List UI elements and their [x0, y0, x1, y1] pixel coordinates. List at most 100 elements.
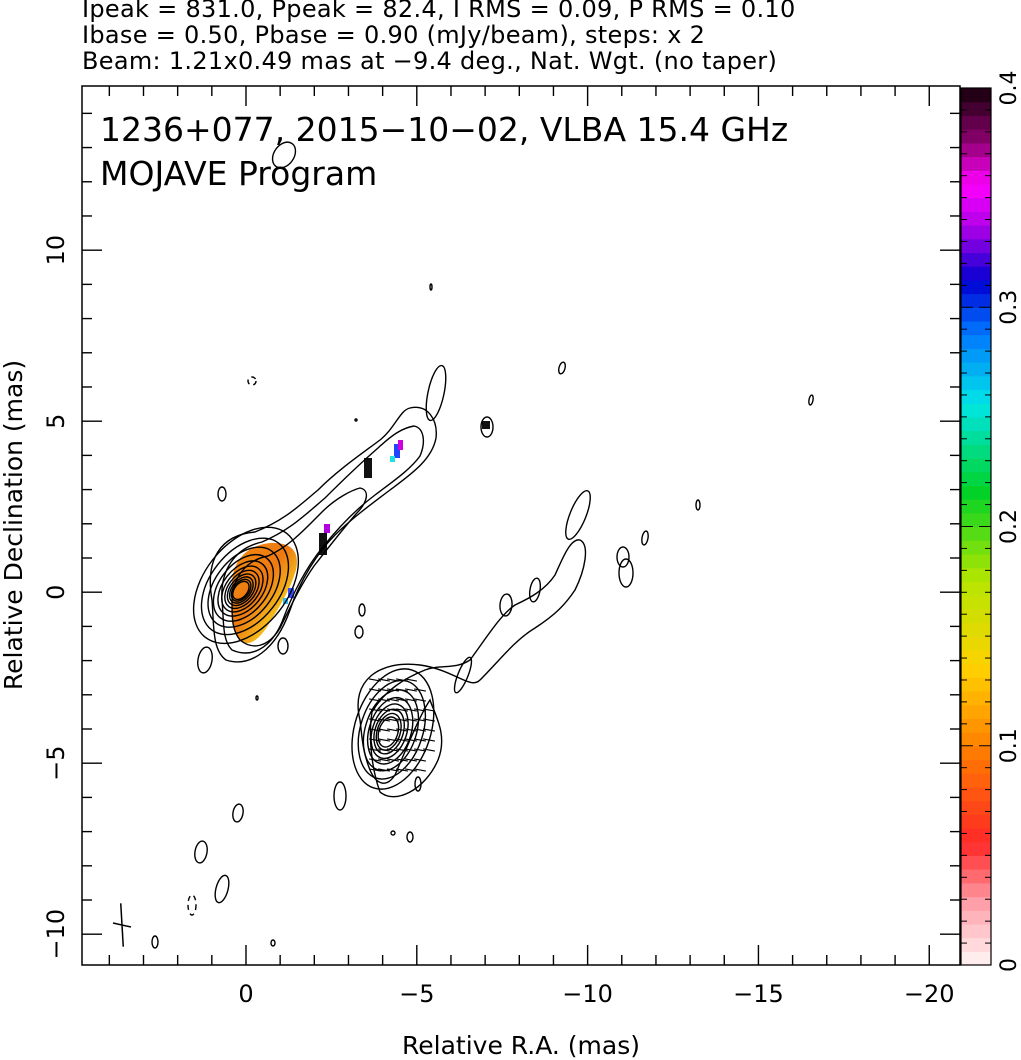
polarization-vector: [386, 758, 400, 762]
chart-title: 1236+077, 2015−10−02, VLBA 15.4 GHz: [100, 110, 788, 149]
colorbar-segment: [961, 129, 991, 144]
x-axis-label: Relative R.A. (mas): [402, 1031, 640, 1060]
polarization-vector: [395, 688, 409, 692]
colorbar-segment: [961, 814, 991, 829]
colorbar-frame: [960, 87, 992, 966]
colorbar-segment: [961, 375, 991, 391]
polarization-vector: [368, 768, 382, 772]
contour-line: [480, 416, 494, 438]
colorbar-segment: [961, 225, 991, 240]
polarization-vector: [368, 688, 382, 692]
polarization-vector: [368, 758, 382, 762]
colorbar-segment: [961, 197, 991, 212]
contour-line: [221, 565, 264, 613]
polarization-vector: [368, 738, 382, 742]
contour-line: [358, 603, 366, 617]
colorbar-segment: [961, 827, 991, 843]
contour-line: [247, 376, 257, 386]
polarization-vector: [404, 708, 418, 712]
polarization-vector: [404, 678, 418, 682]
colorbar-segment: [961, 444, 991, 459]
polarization-vector: [377, 738, 391, 742]
polarization-vector: [377, 718, 391, 722]
polarization-vector: [413, 768, 427, 772]
contour-line: [212, 554, 275, 622]
header-line-1: Ipeak = 831.0, Ppeak = 82.4, I RMS = 0.0…: [82, 0, 796, 23]
colorbar-segment: [961, 841, 991, 856]
colorbar-segment: [961, 416, 991, 432]
colorbar-segment: [961, 266, 991, 281]
contour-line: [357, 539, 587, 798]
contour-line: [808, 394, 814, 406]
contour-line: [151, 935, 159, 949]
polarization-vector: [386, 718, 400, 722]
contour-line: [641, 530, 649, 546]
polarization-pixel: [398, 440, 403, 450]
polarization-vector: [404, 688, 418, 692]
polarization-vector: [386, 748, 400, 752]
colorbar-segment: [961, 745, 991, 761]
colorbar-segment: [961, 88, 991, 103]
polarization-vector: [377, 728, 391, 732]
polarization-pixel: [324, 524, 330, 533]
colorbar-segment: [961, 896, 991, 911]
colorbar-segment: [961, 457, 991, 473]
contour-line: [565, 490, 591, 540]
y-tick-label: 10: [42, 235, 70, 266]
contour-line: [226, 573, 257, 607]
plot-frame: [81, 85, 961, 966]
colorbar-segment: [961, 211, 991, 226]
colorbar-segment: [961, 156, 991, 171]
polarization-pixel: [390, 456, 395, 462]
colorbar-segment: [961, 567, 991, 582]
polarization-vector: [368, 718, 382, 722]
contour-line: [618, 558, 634, 588]
colorbar-segment: [961, 773, 991, 788]
contour-line: [192, 526, 300, 645]
colorbar-segment: [961, 882, 991, 898]
colorbar-segment: [961, 951, 991, 966]
x-tick-label: 0: [238, 980, 253, 1008]
contour-line: [232, 580, 250, 601]
colorbar-segment: [961, 334, 991, 349]
contour-line: [425, 364, 447, 422]
contour-line: [695, 499, 701, 511]
colorbar-segment: [961, 115, 991, 130]
colorbar-segment: [961, 704, 991, 719]
colorbar-segment: [961, 910, 991, 925]
colorbar-segment: [961, 499, 991, 514]
contour-line: [558, 361, 566, 375]
contour-line: [362, 689, 420, 772]
contour-line: [616, 546, 630, 568]
colorbar-label: 0.1: [997, 728, 1021, 763]
polarization-vector: [377, 698, 391, 702]
y-tick-label: 0: [42, 585, 70, 600]
polarization-vector: [377, 768, 391, 772]
polarization-vector: [422, 718, 436, 722]
colorbar-segment: [961, 252, 991, 267]
colorbar-segment: [961, 622, 991, 637]
polarization-vector: [422, 738, 436, 742]
colorbar-segment: [961, 786, 991, 802]
chart-subtitle: MOJAVE Program: [100, 154, 377, 193]
polarization-vector: [404, 748, 418, 752]
colorbar-segment: [961, 526, 991, 541]
colorbar-segment: [961, 855, 991, 870]
colorbar-segment: [961, 293, 991, 308]
x-tick-label: −5: [399, 980, 434, 1008]
polarization-vector: [413, 718, 427, 722]
colorbar-segment: [961, 142, 991, 158]
colorbar-segment: [961, 540, 991, 555]
polarization-vector: [377, 748, 391, 752]
colorbar-segment: [961, 595, 991, 610]
contour-line: [354, 418, 358, 422]
colorbar-label: 0.3: [997, 290, 1021, 325]
polarization-vector: [368, 748, 382, 752]
polarization-vector: [404, 728, 418, 732]
polarization-vector: [404, 768, 418, 772]
polarization-vector: [386, 688, 400, 692]
colorbar-segment: [961, 869, 991, 884]
polarization-vector: [395, 698, 409, 702]
x-tick-label: −15: [733, 980, 784, 1008]
contour-line: [333, 781, 347, 811]
